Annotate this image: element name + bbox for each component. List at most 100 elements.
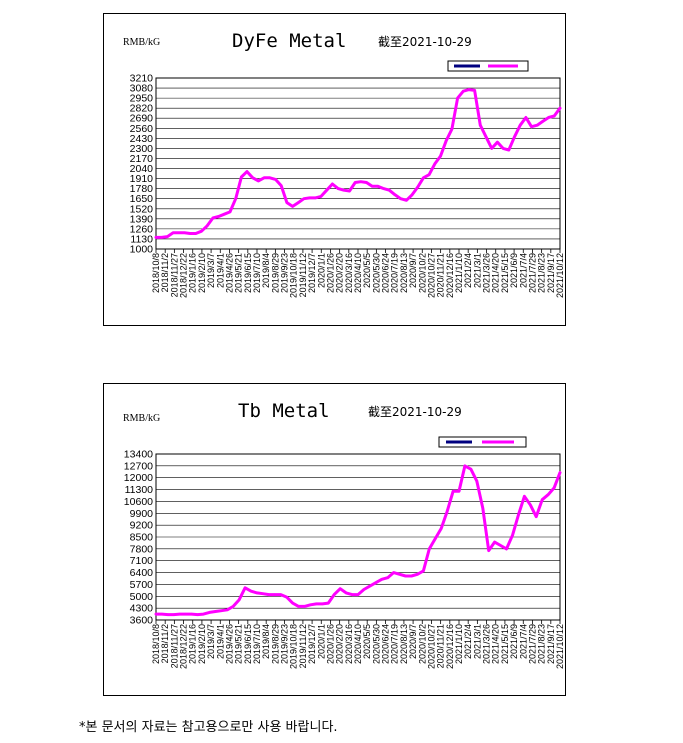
tb-data-point [226,608,229,612]
dyfe-data-point [154,236,158,239]
dyfe-data-point [388,188,391,192]
dyfe-title: DyFe Metal [232,30,346,52]
dyfe-data-point [188,232,192,235]
dyfe-x-tick-label: 2021/9/17 [546,253,556,293]
tb-data-point [273,593,277,596]
dyfe-data-point [553,114,556,118]
tb-x-tick-label: 2021/5/15 [500,624,510,664]
tb-data-point [374,581,378,584]
dyfe-x-tick-label: 2021/4/20 [491,253,501,293]
tb-data-point [344,591,348,595]
dyfe-data-point [291,205,294,208]
dyfe-data-point [308,196,311,200]
dyfe-data-point [410,193,414,197]
dyfe-data-point [166,235,169,238]
dyfe-y-tick-label: 1780 [130,183,154,195]
tb-data-point [214,610,217,613]
tb-chart: RMB/kG Tb Metal 截至2021-10-29 36004300500… [123,400,565,670]
tb-data-point [267,593,271,596]
dyfe-x-tick-label: 2019/8/4 [261,253,271,288]
dyfe-data-point [439,154,442,158]
tb-data-point [392,571,395,574]
dyfe-x-tick-label: 2020/12/16 [445,253,455,298]
dyfe-x-tick-label: 2020/11/21 [436,253,446,297]
dyfe-data-point [507,148,510,152]
tb-data-point [505,547,508,551]
tb-y-tick-label: 4300 [130,603,154,615]
dyfe-x-tick-label: 2020/5/30 [371,253,381,293]
tb-x-tick-label: 2020/6/24 [381,624,391,664]
tb-x-tick-label: 2020/8/13 [399,624,409,664]
dyfe-chart: RMB/kG DyFe Metal 截至2021-10-29 100011301… [123,30,565,299]
tb-x-tick-label: 2021/8/23 [537,624,547,664]
tb-x-tick-label: 2019/4/26 [224,624,234,664]
tb-x-tick-label: 2019/2/10 [197,624,207,664]
tb-x-tick-label: 2020/7/19 [390,624,400,664]
dyfe-data-point [285,201,289,204]
tb-data-point [338,587,342,590]
dyfe-data-point [422,176,425,180]
dyfe-data-point [160,236,163,239]
dyfe-x-tick-label: 2021/3/26 [482,253,492,293]
tb-plot-area: 3600430050005700640071007800850092009900… [124,449,565,670]
dyfe-data-point [302,197,306,200]
tb-y-tick-label: 12000 [124,472,153,484]
tb-data-point [279,593,282,596]
dyfe-y-tick-label: 2300 [130,143,154,155]
dyfe-data-point [536,123,539,127]
dyfe-x-tick-label: 2019/4/1 [215,253,225,288]
tb-data-point [172,613,176,616]
tb-data-point [327,601,330,605]
dyfe-series-line [154,88,562,239]
tb-x-tick-label: 2019/9/23 [280,624,290,664]
dyfe-data-point [393,193,397,197]
dyfe-x-tick-label: 2021/3/1 [472,253,482,288]
tb-data-point [475,479,479,483]
dyfe-x-tick-label: 2020/10/2 [417,253,427,293]
tb-x-tick-label: 2019/7/10 [252,624,262,664]
tb-x-tick-label: 2020/5/5 [362,624,372,659]
dyfe-data-point [490,147,493,150]
dyfe-y-tick-label: 2170 [130,153,154,165]
tb-y-tick-label: 7800 [130,543,154,555]
tb-data-point [481,507,484,510]
dyfe-data-point [518,123,522,127]
dyfe-y-tick-label: 1520 [130,203,154,215]
tb-data-point [457,490,461,493]
dyfe-x-tick-label: 2021/5/15 [500,253,510,293]
tb-data-point [190,612,193,616]
dyfe-x-tick-label: 2021/6/9 [509,253,519,288]
tb-data-point [362,588,366,591]
dyfe-data-point [353,181,357,184]
tb-data-point [202,612,205,616]
dyfe-data-point [279,184,283,187]
dyfe-x-tick-label: 2019/2/10 [197,253,207,293]
dyfe-data-point [450,127,454,131]
dyfe-x-tick-label: 2018/12/22 [179,253,189,298]
dyfe-data-point [342,188,345,192]
tb-x-tick-label: 2019/10/18 [289,624,299,669]
dyfe-data-point [348,189,351,193]
tb-data-point [184,612,187,616]
dyfe-data-point [206,224,209,227]
dyfe-x-tick-label: 2020/4/10 [353,253,363,293]
dyfe-data-point [336,187,340,190]
tb-x-tick-label: 2019/12/7 [307,624,317,664]
tb-x-tick-label: 2018/12/22 [179,624,189,669]
dyfe-y-tick-label: 1130 [130,233,153,245]
tb-x-tick-label: 2019/1/16 [188,624,198,664]
tb-x-tick-label: 2019/5/21 [234,624,244,664]
tb-data-point [439,527,443,530]
tb-data-point [356,593,360,596]
tb-data-point [487,549,490,552]
dyfe-plot-area: 1000113012601390152016501780191020402170… [130,73,565,299]
tb-data-point [451,490,455,493]
dyfe-data-point [217,215,220,218]
dyfe-y-tick-label: 2040 [130,163,154,175]
dyfe-data-point [234,197,237,200]
tb-data-point [540,498,544,501]
dyfe-data-point [194,232,198,235]
tb-y-tick-label: 3600 [130,615,154,627]
tb-x-tick-label: 2020/12/16 [445,624,455,669]
dyfe-plot-border [155,77,561,250]
